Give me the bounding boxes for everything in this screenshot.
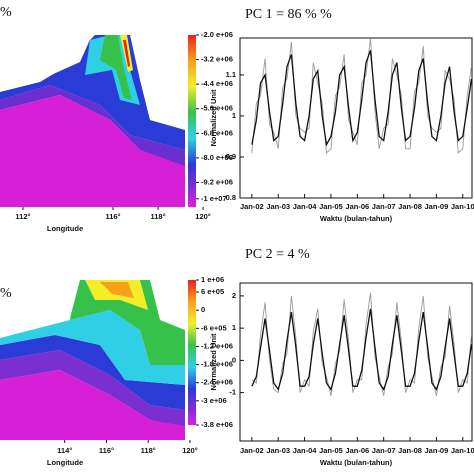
colorbar-tick-label: 1 e+06: [201, 275, 224, 284]
series-line: [251, 37, 472, 154]
y-tick-label: 1: [232, 323, 236, 332]
colorbar-tick-label: -8.0 e+06: [201, 153, 233, 162]
y-tick-label: -1: [229, 388, 236, 397]
x-tick-label: 118°: [141, 446, 156, 455]
x-tick-label: Jan-02: [240, 446, 264, 455]
colorbar-tick-label: -9.2 e+06: [201, 177, 233, 186]
colorbar-tick-label: -5.6 e+06: [201, 104, 233, 113]
plot-frame: [239, 37, 473, 199]
map-image: [0, 280, 185, 440]
chart-title: %: [0, 286, 12, 301]
colorbar-tick-label: -3.8 e+06: [201, 420, 233, 429]
colorbar-tick-label: -1.8 e+06: [201, 360, 233, 369]
x-axis-label: Waktu (bulan-tahun): [320, 458, 393, 467]
y-tick-label: 0: [232, 355, 236, 364]
x-tick-label: Jan-06: [345, 202, 369, 211]
x-tick-label: Jan-07: [372, 446, 396, 455]
x-tick-label: Jan-09: [425, 446, 449, 455]
colorbar-tick-label: -3.2 e+06: [201, 55, 233, 64]
x-axis-label: Waktu (bulan-tahun): [320, 214, 393, 223]
colorbar-tick-label: -6.8 e+06: [201, 128, 233, 137]
x-tick-label: Jan-03: [266, 446, 290, 455]
plot-frame: [239, 282, 473, 442]
colorbar-tick-label: -2.0 e+06: [201, 30, 233, 39]
colorbar-tick-label: -1 e+07: [201, 194, 227, 203]
x-tick-label: Jan-02: [240, 202, 264, 211]
x-tick-label: Jan-10: [451, 202, 474, 211]
x-tick-label: Jan-07: [372, 202, 396, 211]
y-axis-label: Normalized Unit: [209, 333, 218, 391]
colorbar-tick-label: -3 e+06: [201, 396, 227, 405]
x-tick-label: Jan-05: [319, 446, 343, 455]
chart-title: PC 1 = 86 % %: [245, 7, 332, 22]
y-tick-label: 0.9: [226, 152, 236, 161]
x-tick-label: 116°: [99, 446, 114, 455]
chart-title: PC 2 = 4 %: [245, 247, 310, 262]
colorbar-tick-label: 0: [201, 305, 205, 314]
x-tick-label: 120°: [182, 446, 198, 455]
y-tick-label: 2: [232, 291, 236, 300]
map-image: [0, 35, 185, 207]
x-tick-label: 118°: [150, 212, 165, 221]
x-tick-label: Jan-03: [266, 202, 290, 211]
series-line: [251, 308, 473, 391]
colorbar-tick-label: -6 e+05: [201, 323, 227, 332]
x-tick-label: 112°: [15, 212, 30, 221]
colorbar-tick-label: 6 e+05: [201, 287, 224, 296]
x-tick-label: Jan-04: [293, 446, 318, 455]
x-tick-label: Jan-06: [345, 446, 369, 455]
series-line: [251, 50, 473, 147]
chart-title: %: [0, 5, 12, 20]
x-tick-label: Jan-08: [398, 446, 422, 455]
y-tick-label: 1.1: [226, 70, 236, 79]
y-tick-label: 0.8: [226, 193, 236, 202]
x-tick-label: Jan-10: [451, 446, 474, 455]
y-tick-label: 1: [232, 111, 236, 120]
x-tick-label: Jan-04: [293, 202, 318, 211]
colorbar-tick-label: -1.2 e+06: [201, 341, 233, 350]
x-axis-label: Longitude: [47, 458, 83, 467]
x-tick-label: Jan-09: [425, 202, 449, 211]
colorbar: [188, 280, 196, 425]
x-tick-label: Jan-05: [319, 202, 343, 211]
colorbar-tick-label: -4.4 e+06: [201, 79, 233, 88]
y-axis-label: Normalized Unit: [209, 89, 218, 147]
x-axis-label: Longitude: [47, 224, 83, 233]
x-tick-label: 120°: [195, 212, 211, 221]
series-line: [251, 292, 472, 396]
colorbar: [188, 35, 196, 207]
x-tick-label: 116°: [105, 212, 120, 221]
colorbar-tick-label: -2.4 e+06: [201, 378, 233, 387]
x-tick-label: Jan-08: [398, 202, 422, 211]
x-tick-label: 114°: [57, 446, 72, 455]
